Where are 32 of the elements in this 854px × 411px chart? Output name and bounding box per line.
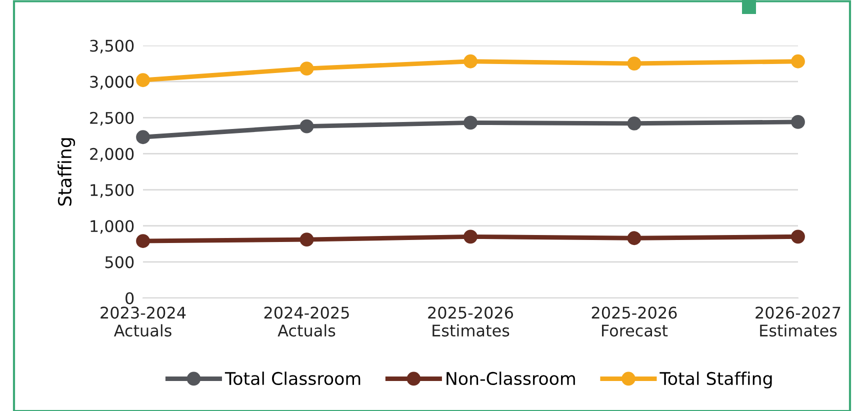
point xyxy=(627,231,642,246)
point xyxy=(791,115,805,129)
point xyxy=(136,130,150,144)
point xyxy=(136,73,150,88)
y-axis-title: Staffing xyxy=(58,138,76,206)
y-tick-label: 0 xyxy=(126,292,134,304)
y-tick-label: 2,000 xyxy=(90,148,134,162)
legend-label: Non-Classroom xyxy=(446,372,575,386)
legend-label: Total Staffing xyxy=(660,372,772,388)
point xyxy=(300,232,314,247)
x-tick-label: 2024-2025 Actuals xyxy=(264,306,349,337)
point xyxy=(464,230,478,244)
x-tick-label: 2025-2026 Estimates xyxy=(428,306,514,337)
point xyxy=(791,54,805,68)
x-tick-label: 2023-2024 Actuals xyxy=(100,306,186,337)
point xyxy=(300,62,314,76)
x-tick-label: 2025-2026 Forecast xyxy=(592,306,677,337)
point xyxy=(136,234,150,248)
legend-label: Total Classroom xyxy=(224,372,360,386)
point xyxy=(300,119,314,134)
y-tick-label: 3,500 xyxy=(90,40,134,54)
point xyxy=(464,116,478,130)
x-tick-label: 2026-2027 Estimates xyxy=(756,306,840,337)
y-tick-label: 1,500 xyxy=(90,184,134,198)
point xyxy=(627,116,642,130)
y-tick-label: 2,500 xyxy=(90,112,134,126)
y-tick-label: 1,000 xyxy=(90,220,134,234)
point xyxy=(464,54,478,68)
point xyxy=(791,230,805,244)
y-tick-label: 3,000 xyxy=(90,76,134,90)
y-tick-label: 500 xyxy=(105,256,134,268)
point xyxy=(627,56,642,70)
